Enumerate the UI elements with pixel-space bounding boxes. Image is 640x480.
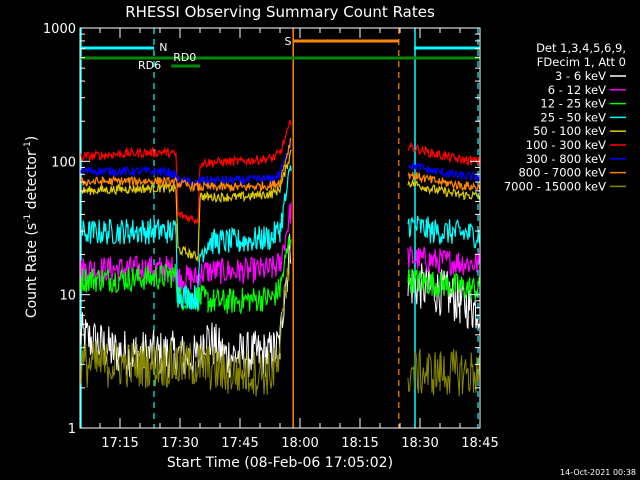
rd6-label: RD6 xyxy=(138,59,161,72)
legend-entry-label: 25 - 50 keV xyxy=(540,110,606,124)
legend-entry-label: 3 - 6 keV xyxy=(555,69,606,83)
legend-header: Det 1,3,4,5,6,9, xyxy=(536,41,626,55)
legend-entry-label: 100 - 300 keV xyxy=(526,138,606,152)
x-axis-label: Start Time (08-Feb-06 17:05:02) xyxy=(167,455,393,471)
series-line xyxy=(79,236,292,316)
y-axis-label-sup: -1 xyxy=(23,214,33,223)
plot-axes: 17:15 17:30 17:45 18:00 18:15 18:30 18:45 1 10 10… xyxy=(43,22,499,451)
x-tick-label: 18:45 xyxy=(461,436,498,451)
annotation-layer: N S RD0 RD6 xyxy=(80,28,480,428)
y-tick-label: 10 xyxy=(59,289,76,304)
series-line xyxy=(407,348,481,397)
series-line xyxy=(407,263,481,329)
series-line xyxy=(79,149,292,262)
legend-entry-label: 12 - 25 keV xyxy=(540,97,606,111)
saa-label: S xyxy=(285,35,292,48)
rd0-label: RD0 xyxy=(173,51,196,64)
y-axis-label-sup: -1 xyxy=(23,141,33,150)
series-line xyxy=(407,179,481,201)
x-tick-label: 18:15 xyxy=(341,436,378,451)
series-layer xyxy=(79,119,481,397)
series-line xyxy=(79,137,292,193)
legend-entry-label: 800 - 7000 keV xyxy=(518,166,606,180)
legend-entry-label: 50 - 100 keV xyxy=(533,124,606,138)
x-tick-label: 17:45 xyxy=(221,436,258,451)
x-tick-label: 17:30 xyxy=(161,436,198,451)
series-line xyxy=(407,142,481,167)
x-tick-label: 17:15 xyxy=(101,436,138,451)
series-line xyxy=(407,171,481,192)
series-line xyxy=(407,161,481,181)
series-line xyxy=(79,165,292,311)
y-axis-label-part: ) xyxy=(24,136,40,141)
x-tick-label: 18:00 xyxy=(281,436,318,451)
y-tick-label: 1 xyxy=(68,422,76,437)
chart-title: RHESSI Observing Summary Count Rates xyxy=(125,3,435,21)
legend: Det 1,3,4,5,6,9,FDecim 1, Att 03 - 6 keV… xyxy=(504,41,626,193)
x-tick-label: 18:30 xyxy=(401,436,438,451)
series-line xyxy=(407,268,481,300)
series-line xyxy=(79,239,292,397)
y-axis-label-part: Count Rate (s xyxy=(24,223,40,318)
series-line xyxy=(79,202,292,292)
series-line xyxy=(407,246,481,276)
series-line xyxy=(79,119,292,226)
legend-header: FDecim 1, Att 0 xyxy=(537,55,626,69)
y-axis-label: Count Rate (s-1 detector-1) xyxy=(23,136,40,318)
legend-entry-label: 300 - 800 keV xyxy=(526,152,606,166)
y-tick-label: 1000 xyxy=(43,22,76,37)
series-line xyxy=(407,215,481,249)
series-line xyxy=(79,140,292,188)
legend-entry-label: 6 - 12 keV xyxy=(548,83,606,97)
timestamp: 14-Oct-2021 00:38 xyxy=(560,468,636,477)
legend-entry-label: 7000 - 15000 keV xyxy=(504,179,606,193)
y-axis-label-part: detector xyxy=(24,150,40,214)
y-tick-label: 100 xyxy=(51,155,76,170)
night-label: N xyxy=(159,41,167,54)
